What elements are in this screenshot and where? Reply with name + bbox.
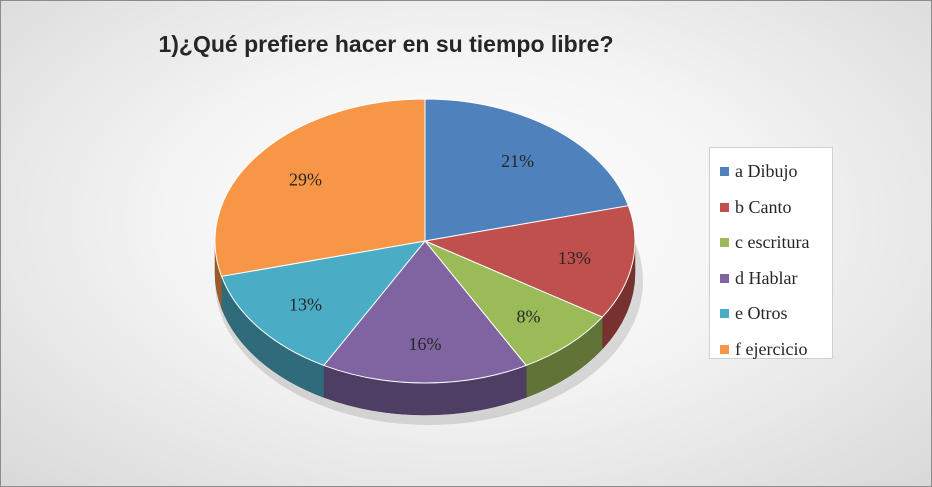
data-label-a-Dibujo: 21% [501,151,534,171]
pie-slice-b-Canto [423,205,636,318]
data-label-c-escritura: 8% [517,307,541,327]
legend-label: e Otros [735,303,788,324]
legend-item: e Otros [720,296,832,332]
legend-swatch [720,309,729,319]
data-label-f-ejercicio: 29% [289,169,322,189]
legend-label: a Dibujo [735,161,798,182]
pie-slice-c-escritura [424,240,604,367]
data-label-b-Canto: 13% [558,248,591,268]
pie-data-labels: 21% 13% 8% 16% 13% 29% [289,151,591,354]
legend-swatch [720,238,729,248]
data-label-e-Otros: 13% [289,295,322,315]
legend-label: f ejercicio [735,338,808,359]
chart-title: 1)¿Qué prefiere hacer en su tiempo libre… [158,31,614,57]
legend-item: c escritura [720,225,832,261]
legend-swatch [720,167,729,177]
legend-item: d Hablar [720,261,832,297]
pie-slice-a-Dibujo [424,98,630,242]
legend-label: c escritura [735,232,810,253]
pie-slices [214,98,636,384]
legend-item: a Dibujo [720,154,832,190]
legend-item: f ejercicio [720,332,832,368]
pie-slice-e-Otros [220,240,427,367]
pie-slice-d-Hablar [323,240,527,384]
legend-swatch [720,202,729,212]
legend-label: d Hablar [735,267,798,288]
data-label-d-Hablar: 16% [409,334,442,354]
legend-swatch [720,344,729,354]
legend: a Dibujo b Canto c escritura d Hablar e Otro… [709,147,833,359]
pie-slice-f-ejercicio [214,98,426,277]
legend-swatch [720,273,729,283]
legend-label: b Canto [735,196,792,217]
legend-item: b Canto [720,190,832,226]
